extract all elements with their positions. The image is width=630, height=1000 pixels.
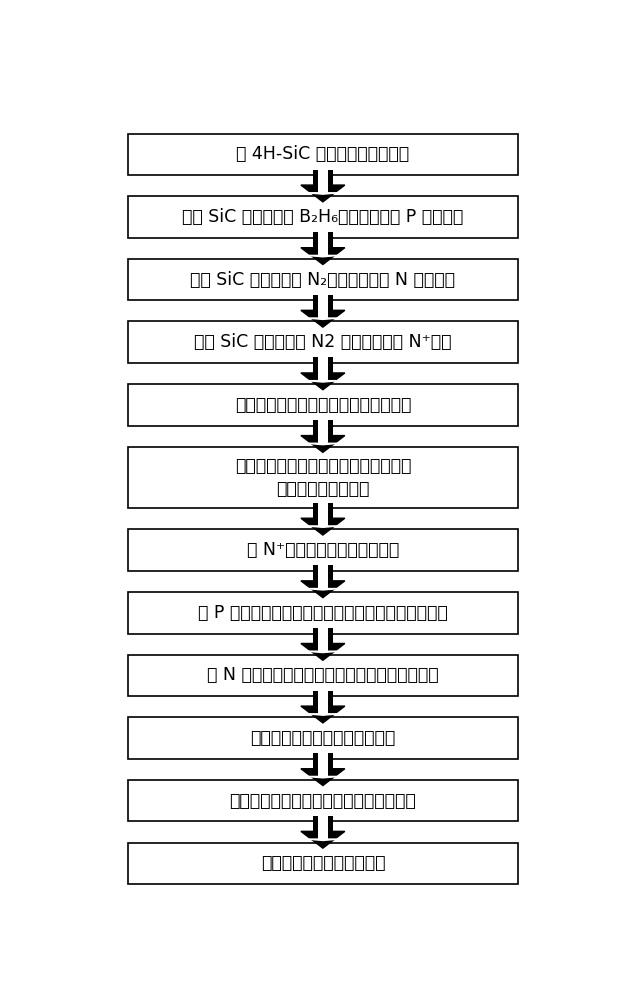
Bar bbox=[127, 843, 518, 884]
Text: 对 N 型沟道层光刻、刻蚀，形成凹陷栅漏漂移区: 对 N 型沟道层光刻、刻蚀，形成凹陷栅漏漂移区 bbox=[207, 666, 438, 684]
Bar bbox=[313, 753, 333, 769]
Polygon shape bbox=[306, 381, 340, 382]
Bar bbox=[318, 816, 328, 839]
Text: 对 P 型缓冲层光刻和离子注入，形成凹陷栅漏缓冲层: 对 P 型缓冲层光刻和离子注入，形成凹陷栅漏缓冲层 bbox=[198, 604, 448, 622]
Text: 外延 SiC 层，同时经 N2 原位掺杂形成 N⁺冒层: 外延 SiC 层，同时经 N2 原位掺杂形成 N⁺冒层 bbox=[194, 333, 452, 351]
Bar bbox=[318, 170, 328, 193]
Bar bbox=[127, 196, 518, 238]
Bar bbox=[318, 295, 328, 318]
Polygon shape bbox=[306, 776, 340, 778]
Bar bbox=[313, 691, 333, 706]
Bar bbox=[127, 717, 518, 759]
Bar bbox=[127, 384, 518, 426]
Text: 光刻、磁控溅射、金属剥离和高温合金
形成源电极和漏电极: 光刻、磁控溅射、金属剥离和高温合金 形成源电极和漏电极 bbox=[235, 457, 411, 498]
Bar bbox=[313, 420, 333, 436]
Text: 光刻、离子注入，形成隔离区和有源区: 光刻、离子注入，形成隔离区和有源区 bbox=[235, 396, 411, 414]
Polygon shape bbox=[301, 581, 345, 598]
Polygon shape bbox=[301, 436, 345, 452]
Polygon shape bbox=[301, 373, 345, 390]
Polygon shape bbox=[306, 318, 340, 319]
Bar bbox=[313, 565, 333, 581]
Bar bbox=[313, 357, 333, 373]
Bar bbox=[313, 295, 333, 310]
Text: 外延 SiC 层，同时经 N₂原位掺杂形成 N 型沟道层: 外延 SiC 层，同时经 N₂原位掺杂形成 N 型沟道层 bbox=[190, 271, 455, 289]
Polygon shape bbox=[306, 193, 340, 194]
Bar bbox=[318, 628, 328, 651]
Bar bbox=[127, 321, 518, 363]
Text: 光刻、刻蚀，形成凹栅电极区域: 光刻、刻蚀，形成凹栅电极区域 bbox=[250, 729, 396, 747]
Text: 对 4H-SiC 半绝缘衬底进行清洗: 对 4H-SiC 半绝缘衬底进行清洗 bbox=[236, 145, 410, 163]
Text: 钝化，反刻形成电极压焊点: 钝化，反刻形成电极压焊点 bbox=[261, 854, 385, 872]
Bar bbox=[313, 170, 333, 185]
Text: 光刻、磁控溅射和金属剥离，形成栅电极: 光刻、磁控溅射和金属剥离，形成栅电极 bbox=[229, 792, 416, 810]
Polygon shape bbox=[306, 526, 340, 527]
Bar bbox=[313, 503, 333, 518]
Text: 在 N⁺型帽层上刻蚀形成凹沟道: 在 N⁺型帽层上刻蚀形成凹沟道 bbox=[247, 541, 399, 559]
Bar bbox=[127, 259, 518, 300]
Polygon shape bbox=[301, 643, 345, 660]
Bar bbox=[318, 565, 328, 589]
Bar bbox=[313, 628, 333, 643]
Bar bbox=[318, 357, 328, 381]
Polygon shape bbox=[306, 443, 340, 445]
Bar bbox=[313, 816, 333, 831]
Bar bbox=[318, 503, 328, 526]
Bar bbox=[127, 447, 518, 508]
Text: 外延 SiC 层，同时经 B₂H₆原位掺杂形成 P 型缓冲层: 外延 SiC 层，同时经 B₂H₆原位掺杂形成 P 型缓冲层 bbox=[182, 208, 464, 226]
Polygon shape bbox=[301, 769, 345, 786]
Polygon shape bbox=[306, 589, 340, 590]
Bar bbox=[127, 529, 518, 571]
Polygon shape bbox=[301, 518, 345, 535]
Bar bbox=[127, 780, 518, 821]
Bar bbox=[318, 420, 328, 443]
Bar bbox=[313, 232, 333, 248]
Bar bbox=[318, 691, 328, 714]
Polygon shape bbox=[306, 255, 340, 257]
Polygon shape bbox=[301, 706, 345, 723]
Polygon shape bbox=[301, 248, 345, 265]
Bar bbox=[127, 134, 518, 175]
Polygon shape bbox=[301, 185, 345, 202]
Polygon shape bbox=[301, 831, 345, 848]
Polygon shape bbox=[306, 714, 340, 715]
Bar bbox=[127, 592, 518, 634]
Bar bbox=[318, 232, 328, 255]
Polygon shape bbox=[306, 651, 340, 653]
Polygon shape bbox=[306, 839, 340, 840]
Bar bbox=[127, 655, 518, 696]
Polygon shape bbox=[301, 310, 345, 327]
Bar bbox=[318, 753, 328, 776]
